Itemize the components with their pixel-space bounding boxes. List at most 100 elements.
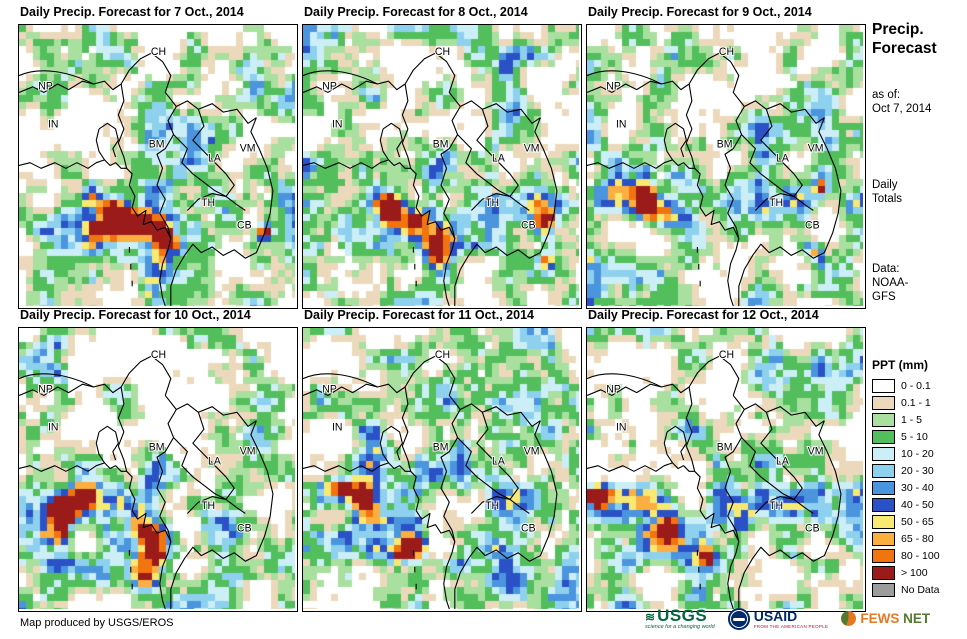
legend-title: PPT (mm) [872,358,929,372]
country-label-CH: CH [719,349,734,361]
country-border [413,247,416,286]
legend-label: 1 - 5 [901,413,923,426]
legend-row: 5 - 10 [872,428,940,445]
country-label-TH: TH [769,500,783,512]
country-border [19,356,256,426]
country-label-NP: NP [38,384,53,396]
country-border [686,387,694,471]
sidebar-title-line1: Precip. [872,21,924,38]
data-source-label: Data: [872,263,900,275]
fewsnet-logo: FEWS NET [841,611,931,627]
legend-label: > 100 [901,566,928,579]
country-border [441,409,460,541]
legend-swatch [872,480,895,495]
country-label-TH: TH [485,500,499,512]
legend-swatch [872,395,895,410]
country-border [129,247,132,286]
panel-title-5: Daily Precip. Forecast for 11 Oct., 2014 [304,308,534,322]
country-label-CB: CB [521,220,536,232]
country-border [19,53,256,123]
country-border [303,71,378,84]
country-label-TH: TH [769,197,783,209]
map-attribution: Map produced by USGS/EROS [20,617,174,629]
country-border [587,71,662,84]
legend-label: 0.1 - 1 [901,396,931,409]
map-panel-1: CH NP IN BM LA VM TH CB [18,24,298,309]
country-label-CH: CH [151,46,166,58]
legend-label: 40 - 50 [901,498,934,511]
country-label-NP: NP [322,384,337,396]
country-border [739,118,841,306]
legend-swatch [872,412,895,427]
country-border [664,426,686,463]
country-border [725,106,744,238]
legend-label: 30 - 40 [901,481,934,494]
country-border [19,374,94,387]
usaid-seal-icon [727,607,750,630]
map-panel-3: CH NP IN BM LA VM TH CB [586,24,866,309]
country-label-CB: CB [521,523,536,535]
country-border [587,160,739,306]
legend-swatch [872,582,895,597]
country-label-CH: CH [719,46,734,58]
legend-swatch [872,497,895,512]
country-label-VM: VM [808,445,824,457]
sidebar-title-line2: Forecast [872,40,937,57]
country-label-BM: BM [149,441,165,453]
legend-row: 40 - 50 [872,496,940,513]
map-panel-4: CH NP IN BM LA VM TH CB [18,327,298,612]
country-border [303,53,540,123]
map-overlay: CH NP IN BM LA VM TH CB [587,348,863,609]
totals-line1: Daily [872,179,898,191]
country-label-VM: VM [524,445,540,457]
country-label-NP: NP [322,81,337,93]
country-border [174,135,246,211]
country-border [187,497,226,514]
map-overlay: CH NP IN BM LA VM TH CB [19,348,295,609]
country-border [19,71,94,84]
country-border [664,123,686,160]
logo-strip: ≋ USGS science for a changing world USAI… [645,607,930,631]
country-label-CB: CB [237,523,252,535]
country-label-TH: TH [201,500,215,512]
country-label-BM: BM [149,138,165,150]
country-border [458,438,530,514]
country-border [380,426,402,463]
country-border [174,438,246,514]
map-panel-6: CH NP IN BM LA VM TH CB [586,327,866,612]
country-label-TH: TH [485,197,499,209]
country-label-BM: BM [717,138,733,150]
country-border [742,135,814,211]
map-overlay: CH NP IN BM LA VM TH CB [19,45,295,306]
country-label-CB: CB [237,220,252,232]
data-source-line2: GFS [872,291,896,303]
panel-title-4: Daily Precip. Forecast for 10 Oct., 2014 [20,308,251,322]
legend-row: 65 - 80 [872,530,940,547]
legend-swatch [872,446,895,461]
country-border [477,109,518,196]
precip-raster [303,25,579,306]
legend-label: 20 - 30 [901,464,934,477]
data-source-block: Data: NOAA- GFS [872,262,908,304]
legend-row: > 100 [872,564,940,581]
country-border [686,84,694,168]
legend-label: 0 - 0.1 [901,379,931,392]
as-of-block: as of: Oct 7, 2014 [872,88,931,116]
country-border [739,421,841,609]
country-label-LA: LA [492,455,506,467]
country-border [441,106,460,238]
legend-label: 65 - 80 [901,532,934,545]
legend-row: 10 - 20 [872,445,940,462]
legend-row: 0 - 0.1 [872,377,940,394]
precip-raster [303,328,579,609]
usgs-tagline: science for a changing world [645,624,715,630]
country-label-CH: CH [435,46,450,58]
legend: 0 - 0.1 0.1 - 1 1 - 5 5 - 10 10 - 20 20 - 30 3… [872,377,940,598]
country-border [303,463,455,609]
country-label-LA: LA [208,152,222,164]
country-border [303,160,455,306]
fewsnet-logo-text-2: NET [903,611,931,626]
country-border [193,412,234,499]
country-border [755,194,794,211]
